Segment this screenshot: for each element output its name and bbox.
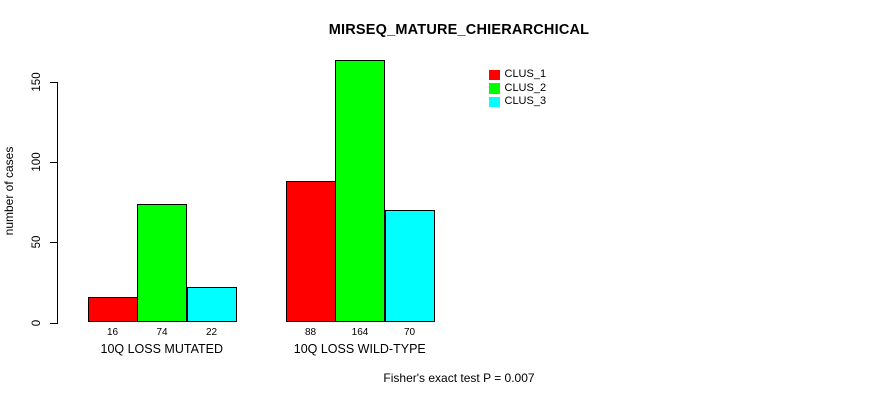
y-axis-label: number of cases: [2, 146, 16, 236]
legend-swatch-clus_1: [489, 69, 500, 81]
y-tick-label: 100: [31, 152, 43, 172]
bar-value-label: 16: [106, 327, 119, 338]
legend-label: CLUS_2: [504, 81, 547, 94]
bar-value-label: 164: [351, 327, 369, 338]
category-label: 10Q LOSS MUTATED: [100, 342, 223, 356]
footnote-pvalue: Fisher's exact test P = 0.007: [383, 371, 535, 385]
bar-clus_1-1: [87, 296, 138, 323]
category-label: 10Q LOSS WILD-TYPE: [293, 342, 426, 356]
legend-item: CLUS_3: [489, 93, 547, 108]
y-tick-label: 0: [31, 319, 43, 326]
bar-clus_2-1: [137, 203, 187, 323]
y-tick: [50, 322, 57, 324]
bar-clus_3-1: [186, 287, 237, 323]
bar-clus_1-2: [285, 181, 336, 323]
chart-title: MIRSEQ_MATURE_CHIERARCHICAL: [328, 22, 590, 38]
y-axis-line: [57, 82, 58, 324]
bar-value-label: 74: [156, 327, 168, 338]
legend-item: CLUS_2: [489, 80, 546, 94]
y-tick: [50, 242, 57, 244]
y-tick-label: 50: [31, 235, 43, 249]
bar-clus_2-2: [335, 59, 385, 323]
y-tick-label: 150: [31, 72, 43, 92]
legend-item: CLUS_1: [489, 66, 547, 81]
bar-value-label: 88: [304, 327, 317, 338]
bar-clus_3-2: [384, 210, 435, 323]
legend-swatch-clus_3: [489, 96, 500, 108]
legend-label: CLUS_1: [504, 68, 547, 81]
bar-value-label: 22: [205, 327, 218, 338]
legend-label: CLUS_3: [504, 95, 547, 108]
legend: CLUS_1 CLUS_2 CLUS_3: [489, 66, 547, 108]
y-tick: [50, 162, 57, 164]
legend-swatch-clus_2: [489, 83, 500, 94]
bar-value-label: 70: [403, 327, 416, 338]
y-tick: [50, 82, 57, 83]
